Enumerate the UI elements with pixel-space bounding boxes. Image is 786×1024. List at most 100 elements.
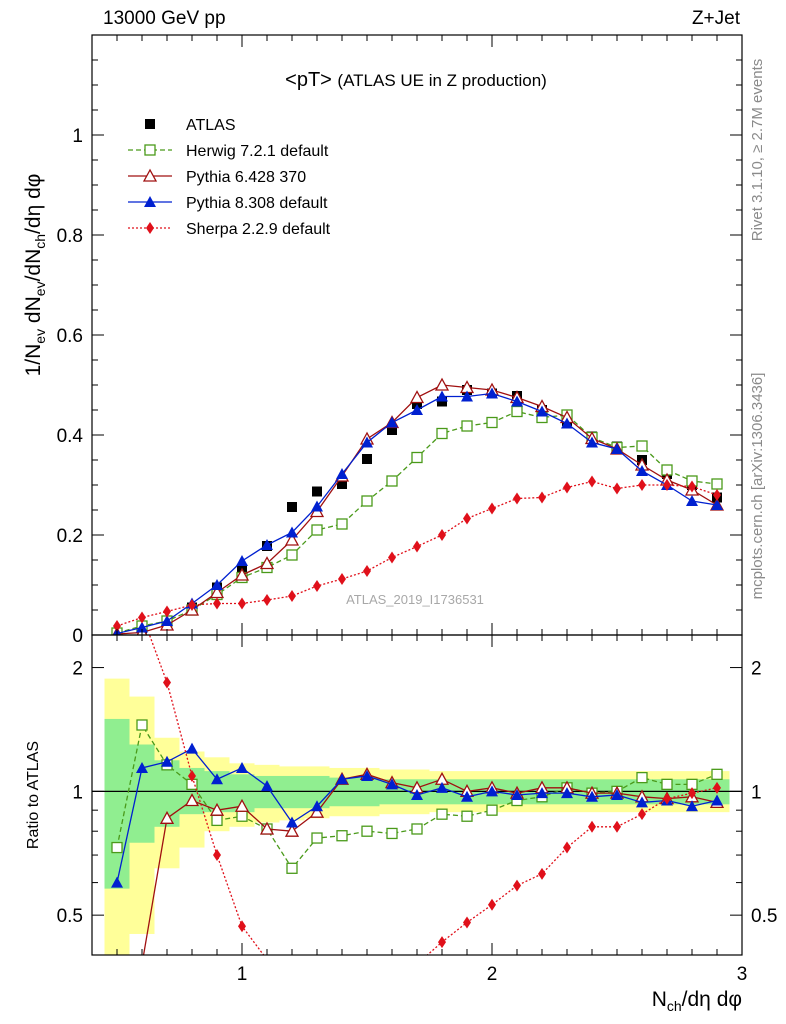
y-tick-label: 1 <box>72 126 83 147</box>
marker <box>613 482 621 495</box>
marker <box>461 790 473 802</box>
y-tick-label: 0.2 <box>57 526 83 547</box>
marker <box>259 821 275 835</box>
marker <box>461 420 473 432</box>
legend: ATLAS Herwig 7.2.1 default Pythia 6.428 37… <box>128 117 331 238</box>
marker <box>486 387 498 399</box>
series-3 <box>112 387 723 635</box>
marker <box>338 573 346 585</box>
ratio-y-tick-label: 1 <box>72 782 83 803</box>
ratio-y-tick-label-right: 0.5 <box>751 906 777 927</box>
marker <box>513 879 521 892</box>
marker <box>142 168 158 182</box>
marker <box>361 825 373 837</box>
marker <box>263 594 271 606</box>
marker <box>636 465 648 476</box>
marker <box>136 719 148 731</box>
marker <box>688 480 696 493</box>
marker <box>337 479 347 489</box>
marker <box>611 788 623 800</box>
marker <box>413 958 421 970</box>
ratio-y-tick-label-right: 1 <box>751 782 762 803</box>
marker <box>387 425 397 435</box>
ratio-series-2 <box>111 742 723 888</box>
y-tick-label: 0.4 <box>57 426 84 447</box>
marker <box>713 489 721 501</box>
marker <box>234 798 250 812</box>
marker <box>312 486 322 497</box>
marker <box>211 579 223 590</box>
marker <box>688 787 696 800</box>
marker <box>436 427 448 440</box>
marker <box>411 823 423 835</box>
marker <box>236 555 248 566</box>
marker <box>136 621 148 633</box>
marker <box>611 443 623 454</box>
marker <box>511 405 523 418</box>
marker <box>663 479 671 491</box>
marker <box>636 440 648 452</box>
marker <box>409 390 425 404</box>
marker <box>209 802 225 816</box>
marker <box>311 832 323 844</box>
marker <box>538 867 546 880</box>
marker <box>511 395 523 407</box>
marker <box>188 769 196 782</box>
marker <box>236 761 248 773</box>
series-4 <box>113 475 721 632</box>
legend-item: Sherpa 2.2.9 default <box>128 221 331 238</box>
marker <box>436 390 448 402</box>
marker <box>111 876 123 888</box>
marker <box>386 416 398 428</box>
marker <box>161 615 173 626</box>
marker <box>287 502 297 512</box>
marker <box>711 794 723 806</box>
marker <box>636 771 648 784</box>
marker <box>286 862 298 874</box>
side-label-top: Rivet 3.1.10, ≥ 2.7M events <box>749 59 766 242</box>
marker <box>163 676 171 689</box>
marker <box>561 787 573 799</box>
marker <box>613 820 621 833</box>
marker <box>386 778 398 790</box>
marker <box>136 761 148 773</box>
marker <box>686 800 698 812</box>
marker <box>711 768 723 780</box>
main-panel: 0 0.2 0.4 0.6 0.8 1 1/Nev dNev/dNch/dη dφ <pT> … <box>22 34 743 647</box>
marker <box>286 526 298 538</box>
side-label-bottom: mcplots.cern.ch [arXiv:1306.3436] <box>749 373 766 600</box>
marker <box>186 742 198 754</box>
chart-title-main: <pT> <box>285 69 337 91</box>
legend-item: ATLAS <box>145 117 236 134</box>
ratio-data <box>92 635 742 970</box>
marker <box>461 810 473 822</box>
marker <box>711 478 723 490</box>
marker <box>536 405 548 417</box>
marker <box>184 793 200 807</box>
marker <box>411 788 423 800</box>
marker <box>211 814 223 827</box>
marker <box>638 479 646 491</box>
marker <box>636 796 648 808</box>
marker <box>461 390 473 402</box>
marker <box>362 454 372 464</box>
marker <box>563 841 571 854</box>
marker <box>363 565 371 577</box>
marker <box>336 830 348 842</box>
x-tick-label: 3 <box>737 964 748 985</box>
marker <box>438 936 446 949</box>
y-tick-label: 0.8 <box>57 226 83 247</box>
marker <box>486 785 498 797</box>
marker <box>486 416 498 429</box>
marker <box>713 781 721 794</box>
marker <box>488 502 496 515</box>
marker <box>361 769 373 781</box>
annotations: ATLAS_2019_I1736531 Rivet 3.1.10, ≥ 2.7M … <box>346 59 766 607</box>
legend-item: Pythia 8.308 default <box>128 195 328 212</box>
marker <box>236 810 248 822</box>
marker <box>434 377 450 391</box>
watermark: ATLAS_2019_I1736531 <box>346 592 484 607</box>
marker <box>638 808 646 821</box>
marker <box>159 810 175 824</box>
